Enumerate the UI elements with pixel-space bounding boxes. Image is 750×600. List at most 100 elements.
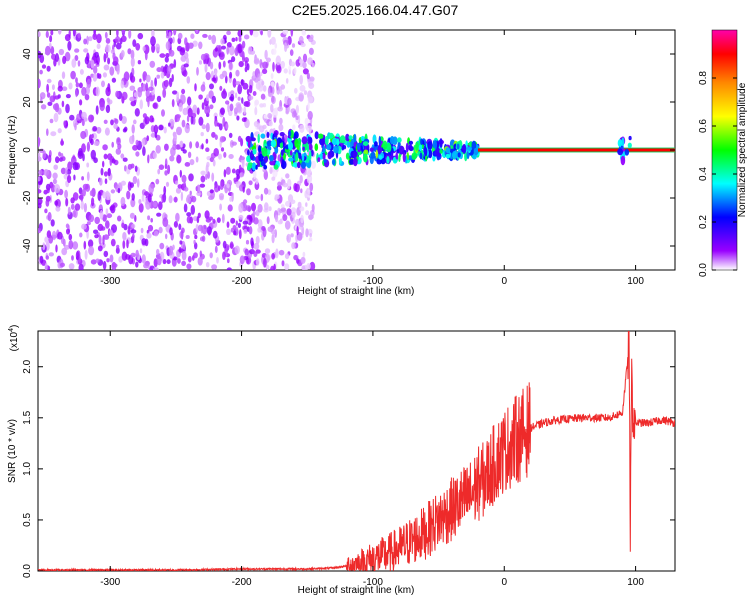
spectrogram-cell xyxy=(386,142,392,153)
spectrogram-cell xyxy=(200,224,203,234)
spectrogram-cell xyxy=(352,157,358,167)
spectrogram-cell xyxy=(288,65,291,71)
spectrogram-cell xyxy=(142,146,146,157)
spectrogram-cell xyxy=(225,166,231,175)
spectrogram-cell xyxy=(264,49,268,60)
spectrogram-cell xyxy=(302,146,305,151)
spectrogram-cell xyxy=(67,40,72,51)
spectrogram-cell xyxy=(285,173,290,179)
spectrogram-cell xyxy=(285,200,291,207)
spectrogram-cell xyxy=(83,240,87,250)
spectrogram-cell xyxy=(187,96,192,106)
spectrogram-cell xyxy=(250,137,256,142)
spectrogram-cell xyxy=(81,86,87,96)
spectrogram-cell xyxy=(167,164,171,175)
spectrogram-cell xyxy=(218,61,222,70)
spectrogram-cell xyxy=(105,44,111,53)
spectrogram-cell xyxy=(287,181,291,190)
spectrogram-cell xyxy=(624,148,630,156)
spectrogram-cell xyxy=(107,57,111,65)
spectrogram-cell xyxy=(204,210,210,220)
spectrogram-cell xyxy=(238,229,242,240)
spectrogram-cell xyxy=(194,234,198,240)
spectrogram-cell xyxy=(104,178,108,185)
spectrogram-cell xyxy=(255,235,260,245)
y-tick-label: 1.0 xyxy=(22,461,33,475)
spectrogram-cell xyxy=(233,230,237,236)
spectrogram-cell xyxy=(294,138,299,148)
spectrogram-cell xyxy=(178,223,182,231)
spectrogram-cell xyxy=(102,72,107,78)
spectrogram-cell xyxy=(295,152,299,162)
spectrogram-cell xyxy=(131,223,136,229)
spectrogram-cell xyxy=(225,75,228,84)
spectrogram-cell xyxy=(109,205,115,211)
spectrogram-cell xyxy=(305,202,308,207)
spectrogram-cell xyxy=(324,135,329,146)
x-tick-label: -100 xyxy=(363,577,383,588)
spectrogram-cell xyxy=(88,245,95,256)
spectrogram-cell xyxy=(298,137,301,148)
spectrogram-cell xyxy=(307,110,313,120)
colorbar: 0.0 0.2 0.4 0.6 0.8 Normalized spectral ampl… xyxy=(698,29,748,277)
spectrogram-cell xyxy=(246,188,251,196)
spectrogram-cell xyxy=(53,164,58,170)
spectrogram-cell xyxy=(38,189,42,194)
spectrogram-cell xyxy=(67,161,73,171)
spectrogram-cell xyxy=(139,99,143,110)
snr-line xyxy=(38,331,675,571)
spectrogram-cell xyxy=(230,93,235,102)
spectrogram-cell xyxy=(90,149,97,160)
spectrogram-cell xyxy=(190,33,195,39)
spectrogram-cell xyxy=(50,131,57,137)
spectrogram-cell xyxy=(307,102,310,110)
spectrogram-cell xyxy=(211,77,217,82)
spectrogram-cell xyxy=(257,161,261,168)
spectrogram-cell xyxy=(77,60,81,67)
spectrogram-cell xyxy=(230,217,236,224)
spectrogram-cell xyxy=(238,35,242,43)
spectrogram-cell xyxy=(175,187,182,194)
spectrogram-cell xyxy=(196,216,200,224)
x-tick-label: -100 xyxy=(363,276,383,287)
spectrogram-cell xyxy=(274,146,279,154)
spectrogram-cell xyxy=(249,30,254,36)
spectrogram-cell xyxy=(273,164,279,170)
spectrogram-cell xyxy=(58,48,65,56)
spectrogram-cell xyxy=(283,68,288,74)
spectrogram-cell xyxy=(145,74,151,83)
spectrogram-cell xyxy=(300,256,306,264)
spectrogram-cell xyxy=(253,58,260,65)
spectrogram-cell xyxy=(251,162,257,171)
spectrogram-cell xyxy=(255,164,258,170)
spectrogram-cell xyxy=(192,40,198,47)
spectrogram-cell xyxy=(61,86,68,91)
spectrogram-cell xyxy=(75,82,80,88)
spectrogram-cell xyxy=(205,72,211,81)
spectrogram-cell xyxy=(288,130,292,137)
spectrogram-cell xyxy=(259,103,264,108)
spectrogram-cell xyxy=(156,67,162,73)
spectrogram-cell xyxy=(94,51,99,58)
spectrogram-cell xyxy=(164,56,169,63)
spectrogram-cell xyxy=(41,64,47,69)
spectrogram-cell xyxy=(183,63,189,68)
spectrogram-cell xyxy=(116,30,119,37)
spectrogram-cell xyxy=(156,248,160,256)
spectrogram-cell xyxy=(226,267,232,270)
spectrogram-cell xyxy=(173,133,178,142)
spectrogram-cell xyxy=(106,97,110,103)
spectrogram-marks xyxy=(38,30,675,270)
spectrogram-cell xyxy=(69,114,75,121)
svg-text:(x104): (x104) xyxy=(8,325,20,352)
spectrogram-cell xyxy=(241,160,245,169)
spectrogram-cell xyxy=(81,119,85,127)
spectrogram-cell xyxy=(165,233,168,240)
spectrogram-cell xyxy=(70,70,76,80)
spectrogram-cell xyxy=(466,146,473,151)
spectrogram-cell xyxy=(237,84,243,95)
spectrogram-cell xyxy=(187,151,192,158)
spectrogram-cell xyxy=(149,60,156,68)
spectrogram-cell xyxy=(445,153,450,159)
spectrogram-cell xyxy=(86,221,91,226)
